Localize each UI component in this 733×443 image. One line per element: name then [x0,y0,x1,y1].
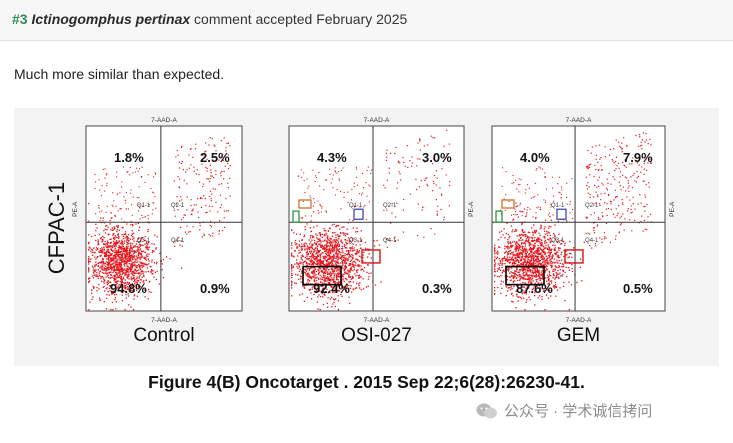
percent-q2: 7.9% [623,150,653,165]
scatter-dots [494,132,652,311]
axis-top-label: 7-AAD-A [566,117,592,124]
gate-label-q1: Q1-1 [349,203,363,209]
figure-caption: Figure 4(B) Oncotarget . 2015 Sep 22;6(2… [148,372,585,392]
species-name[interactable]: Ictinogomphus pertinax [31,11,191,27]
watermark: 公众号 · 学术诚信拷问 [476,400,652,421]
axis-bottom-label: 7-AAD-A [364,317,390,324]
percent-q2: 3.0% [422,150,452,165]
gate-label-q2: Q2-1 [585,203,599,209]
percent-q2: 2.5% [200,150,230,165]
highlight-box-orange [298,199,312,209]
gate-label-q3: Q3-1 [349,238,363,244]
comment-body: Much more similar than expected. [14,66,225,82]
comment-header: #3 Ictinogomphus pertinax comment accept… [0,0,733,41]
highlight-box-orange [501,199,515,209]
wechat-icon [476,403,497,418]
highlight-box-green [292,210,300,223]
highlight-box-blue [353,208,364,220]
gate-label-q4: Q4-1 [171,238,185,244]
figure-svg: CFPAC-1 Q1-1 Q2-1 Q3-1 Q4-1 1.8% 2.5% 94.8% 0.9… [44,117,676,346]
highlight-box-red [564,249,584,264]
axis-top-label: 7-AAD-A [364,117,390,124]
percent-q1: 1.8% [114,150,144,165]
gate-label-q1: Q1-1 [137,203,151,209]
percent-q4: 0.5% [623,281,653,296]
gate-label-q3: Q3-1 [137,238,151,244]
comment-title: #3 Ictinogomphus pertinax comment accept… [12,11,407,27]
percent-q1: 4.3% [317,150,347,165]
percent-q1: 4.0% [520,150,550,165]
percent-q4: 0.3% [422,281,452,296]
axis-side-label: PE-A [669,201,676,217]
flow-cytometry-figure: CFPAC-1 Q1-1 Q2-1 Q3-1 Q4-1 1.8% 2.5% 94.8% 0.9… [14,108,719,366]
panel-name: GEM [557,325,600,346]
highlight-box-green [495,210,503,223]
watermark-text: 公众号 · 学术诚信拷问 [504,403,653,420]
percent-q3: 94.8% [110,281,147,296]
gate-label-q3: Q3-1 [551,238,565,244]
plot-frame [288,125,465,312]
highlight-box-blue [556,208,567,220]
highlight-box-black [302,265,342,286]
percent-q3: 92.4% [313,281,350,296]
scatter-dots [88,137,231,311]
percent-q3: 87.6% [516,281,553,296]
axis-side-label: PE-A [468,201,475,217]
panel-osi-027 [288,125,465,312]
gate-label-q2: Q2-1 [171,203,185,209]
panel-name: OSI-027 [341,325,412,346]
gate-label-q4: Q4-1 [383,238,397,244]
comment-status: comment accepted February 2025 [194,11,408,27]
scatter-dots [291,129,451,311]
panel-gem [491,125,666,312]
gate-label-q4: Q4-1 [585,238,599,244]
gate-label-q2: Q2-1 [383,203,397,209]
cell-line-label: CFPAC-1 [44,182,69,275]
highlight-box-black [505,265,545,286]
panel-name: Control [133,325,194,346]
highlight-box-red [361,249,381,264]
percent-q4: 0.9% [200,281,230,296]
axis-top-label: 7-AAD-A [151,117,177,124]
gate-label-q1: Q1-1 [551,203,565,209]
axis-bottom-label: 7-AAD-A [566,317,592,324]
plot-frame [491,125,666,312]
comment-number[interactable]: #3 [12,11,28,27]
panel-control [85,125,243,312]
axis-side-label: PE-A [72,201,79,217]
axis-bottom-label: 7-AAD-A [151,317,177,324]
